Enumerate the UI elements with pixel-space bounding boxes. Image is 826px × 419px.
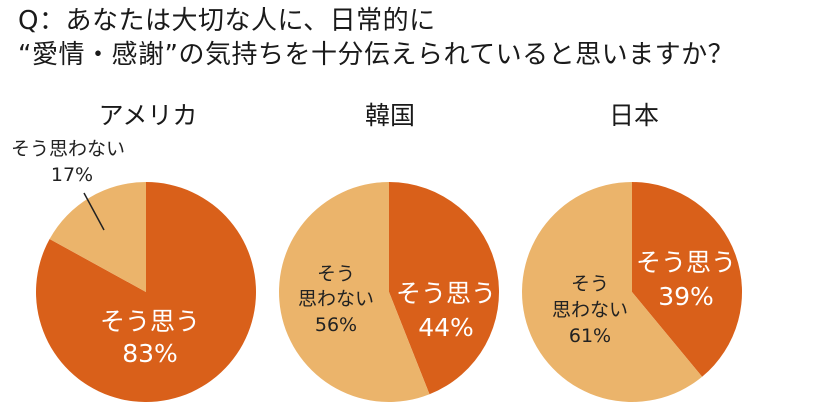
pie-japan: そう 思わない 61% そう思う 39% — [522, 182, 743, 402]
label-usa-no-name: そう思わない — [11, 138, 125, 160]
label-korea-no-value: 56% — [315, 314, 357, 336]
label-usa-yes-name: そう思う — [100, 307, 200, 336]
label-japan-no-name-1: そう — [571, 273, 609, 295]
label-korea-yes-name: そう思う — [396, 279, 496, 308]
callout-line-usa-no — [83, 192, 105, 231]
pie-slice-korea-yes — [389, 182, 500, 395]
label-japan-yes-value: 39% — [658, 282, 714, 311]
label-japan-no-value: 61% — [569, 325, 611, 347]
pie-slice-usa-yes — [36, 182, 257, 402]
label-usa-yes-value: 83% — [122, 339, 178, 368]
pie-slice-korea-no — [279, 182, 430, 402]
pie-slice-japan-no — [522, 182, 703, 402]
label-usa-no-value: 17% — [51, 164, 93, 186]
label-korea-no-name-1: そう — [317, 263, 355, 285]
question-text: Q：あなたは大切な人に、日常的に “愛情・感謝”の気持ちを十分伝えられていると思… — [18, 4, 734, 72]
pie-usa: そう思わない 17% そう思う 83% — [11, 138, 257, 402]
chart-title-japan: 日本 — [608, 101, 659, 130]
chart-title-korea: 韓国 — [364, 101, 415, 130]
label-korea-yes-value: 44% — [418, 313, 474, 342]
label-japan-yes-name: そう思う — [636, 248, 736, 277]
question-line-2: “愛情・感謝”の気持ちを十分伝えられていると思いますか？ — [18, 40, 735, 70]
pie-korea: そう 思わない 56% そう思う 44% — [279, 182, 500, 402]
label-korea-no-name-2: 思わない — [298, 288, 374, 310]
question-line-1: Q：あなたは大切な人に、日常的に — [18, 6, 436, 36]
pie-slice-usa-no — [49, 182, 146, 292]
pie-slice-japan-yes — [632, 182, 743, 377]
chart-title-usa: アメリカ — [98, 101, 198, 130]
label-japan-no-name-2: 思わない — [552, 299, 628, 321]
